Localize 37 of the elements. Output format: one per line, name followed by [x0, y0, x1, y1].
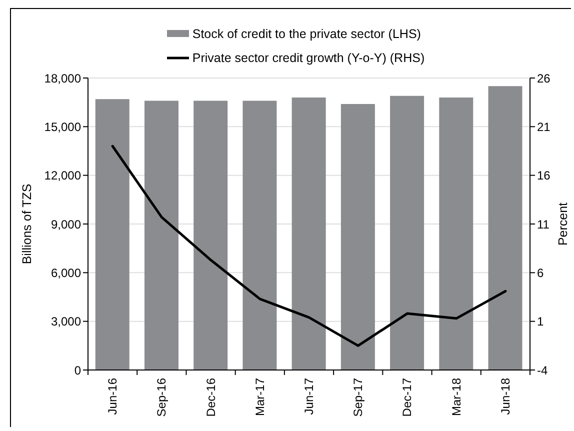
bar — [144, 100, 178, 370]
y-tick-label: 12,000 — [44, 168, 82, 183]
y-tick-label: 18,000 — [44, 71, 82, 86]
x-tick-label: Dec-16 — [204, 378, 218, 417]
y-tick-label: 9,000 — [50, 217, 82, 232]
legend-label: Private sector credit growth (Y-o-Y) (RHS) — [192, 51, 425, 65]
y2-tick-label: -4 — [537, 363, 548, 378]
bar — [95, 99, 130, 370]
y2-tick-label: 21 — [537, 120, 551, 134]
y-tick-label: 15,000 — [44, 120, 82, 134]
bar — [292, 97, 326, 370]
legend-label: Stock of credit to the private sector (LHS) — [192, 27, 421, 41]
bar — [390, 96, 424, 370]
y-tick-label: 6,000 — [50, 266, 82, 280]
bar — [242, 100, 277, 370]
bar — [488, 86, 522, 370]
x-tick-label: Mar-18 — [449, 378, 464, 416]
y2-tick-label: 16 — [537, 168, 551, 183]
y-axis-title: Billions of TZS — [20, 184, 34, 264]
bar — [194, 100, 228, 370]
y2-tick-label: 6 — [537, 266, 544, 280]
y2-tick-label: 26 — [537, 71, 551, 86]
y-tick-label: 3,000 — [50, 314, 82, 329]
x-tick-label: Dec-17 — [400, 378, 414, 417]
bar — [340, 104, 375, 370]
x-tick-label: Jun-16 — [106, 378, 120, 415]
x-tick-label: Jun-18 — [498, 378, 512, 415]
y2-tick-label: 11 — [537, 217, 550, 232]
y2-tick-label: 1 — [537, 314, 544, 329]
x-tick-label: Jun-17 — [302, 378, 316, 415]
x-tick-label: Sep-17 — [351, 378, 366, 417]
line-series — [111, 144, 507, 347]
x-tick-label: Mar-17 — [252, 378, 267, 416]
bar — [439, 97, 474, 370]
y2-axis-title: Percent — [556, 202, 570, 246]
y-tick-label: 0 — [74, 363, 82, 378]
x-tick-label: Sep-16 — [154, 378, 169, 417]
